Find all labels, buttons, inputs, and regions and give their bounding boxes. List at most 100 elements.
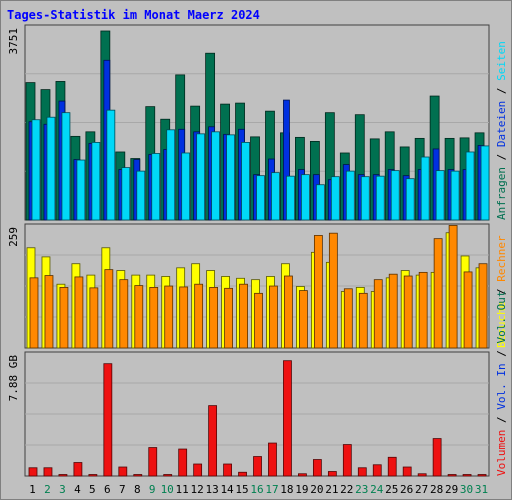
day-label: 21 bbox=[325, 483, 338, 496]
legend: Besuche / Rechner bbox=[495, 235, 508, 348]
bar-rechner bbox=[299, 290, 308, 349]
day-label: 8 bbox=[134, 483, 141, 496]
legend-entry: Besuche bbox=[495, 302, 508, 348]
bar-seiten bbox=[420, 156, 430, 221]
bar-rechner bbox=[29, 277, 39, 349]
day-label: 14 bbox=[220, 483, 234, 496]
day-label: 22 bbox=[340, 483, 353, 496]
legend-entry: Rechner bbox=[495, 235, 508, 282]
bar-volumen bbox=[477, 474, 487, 477]
day-label: 17 bbox=[265, 483, 278, 496]
day-label: 18 bbox=[280, 483, 293, 496]
bar-seiten bbox=[480, 145, 490, 221]
legend: Anfragen / Dateien / Seiten bbox=[495, 41, 508, 220]
bar-seiten bbox=[330, 176, 340, 221]
bar-rechner bbox=[104, 269, 114, 349]
day-label: 9 bbox=[149, 483, 156, 496]
bar-seiten bbox=[286, 175, 295, 221]
bar-rechner bbox=[134, 285, 144, 349]
bar-rechner bbox=[224, 287, 233, 349]
bar-seiten bbox=[256, 175, 265, 221]
legend-entry: / bbox=[495, 282, 508, 302]
bar-seiten bbox=[151, 153, 161, 221]
legend-entry: / bbox=[495, 344, 508, 364]
chart-title: Tages-Statistik im Monat Maerz 2024 bbox=[7, 8, 260, 22]
bar-volumen bbox=[357, 467, 367, 477]
bar-rechner bbox=[463, 271, 473, 349]
bar-volumen bbox=[163, 474, 173, 477]
bar-rechner bbox=[418, 271, 428, 349]
y-max-label: 7.88 GB bbox=[7, 355, 20, 402]
bar-seiten bbox=[435, 170, 445, 221]
bar-rechner bbox=[194, 283, 204, 349]
bar-volumen bbox=[432, 438, 442, 477]
bar-rechner bbox=[239, 283, 248, 349]
bar-rechner bbox=[388, 273, 398, 349]
bar-volumen bbox=[223, 463, 232, 477]
day-label: 12 bbox=[191, 483, 204, 496]
bar-volumen bbox=[58, 474, 68, 477]
bar-volumen bbox=[462, 474, 472, 477]
bar-volumen bbox=[298, 473, 307, 477]
bar-volumen bbox=[342, 444, 352, 477]
day-label: 31 bbox=[475, 483, 488, 496]
day-label: 4 bbox=[74, 483, 81, 496]
bar-rechner bbox=[448, 225, 458, 349]
bar-volumen bbox=[238, 471, 247, 477]
bar-seiten bbox=[450, 170, 460, 221]
day-label: 1 bbox=[29, 483, 36, 496]
day-label: 13 bbox=[205, 483, 218, 496]
bar-volumen bbox=[372, 464, 382, 477]
bar-rechner bbox=[358, 292, 368, 349]
bar-seiten bbox=[106, 109, 116, 221]
bar-seiten bbox=[31, 119, 41, 221]
day-label: 10 bbox=[161, 483, 174, 496]
bar-rechner bbox=[149, 287, 159, 349]
day-label: 3 bbox=[59, 483, 66, 496]
bar-seiten bbox=[181, 152, 191, 221]
bar-rechner bbox=[403, 275, 413, 349]
bar-seiten bbox=[301, 174, 310, 221]
bar-volumen bbox=[268, 442, 277, 477]
bar-seiten bbox=[121, 167, 131, 221]
bar-seiten bbox=[226, 134, 235, 221]
bar-volumen bbox=[103, 363, 113, 477]
bar-rechner bbox=[44, 275, 54, 349]
day-label: 6 bbox=[104, 483, 111, 496]
bar-volumen bbox=[88, 474, 98, 477]
bar-seiten bbox=[166, 129, 176, 221]
bar-seiten bbox=[375, 175, 385, 221]
bar-rechner bbox=[164, 285, 174, 349]
bar-volumen bbox=[73, 462, 83, 477]
bar-rechner bbox=[254, 292, 263, 349]
bar-seiten bbox=[405, 178, 415, 221]
bar-seiten bbox=[390, 170, 400, 221]
day-label: 20 bbox=[310, 483, 323, 496]
bar-rechner bbox=[179, 286, 189, 349]
bar-rechner bbox=[433, 238, 443, 349]
day-label: 27 bbox=[415, 483, 428, 496]
legend-entry: Vol. In bbox=[495, 363, 508, 409]
day-label: 7 bbox=[119, 483, 126, 496]
bar-rechner bbox=[373, 279, 383, 349]
day-label: 25 bbox=[385, 483, 398, 496]
bar-rechner bbox=[269, 285, 278, 349]
bar-rechner bbox=[328, 232, 338, 349]
day-label: 24 bbox=[370, 483, 384, 496]
legend-entry: / bbox=[495, 147, 508, 167]
bar-seiten bbox=[61, 112, 71, 221]
bar-volumen bbox=[312, 459, 322, 477]
bar-rechner bbox=[209, 287, 219, 349]
bar-rechner bbox=[313, 235, 323, 349]
bar-seiten bbox=[196, 133, 206, 221]
bar-seiten bbox=[46, 116, 56, 221]
bar-rechner bbox=[59, 287, 69, 349]
bar-seiten bbox=[315, 184, 325, 221]
y-max-label: 3751 bbox=[7, 28, 20, 55]
bar-rechner bbox=[343, 288, 353, 349]
bar-volumen bbox=[327, 471, 337, 477]
legend-entry: Anfragen bbox=[495, 167, 508, 220]
legend-entry: Volumen bbox=[495, 430, 508, 476]
day-label: 19 bbox=[295, 483, 308, 496]
